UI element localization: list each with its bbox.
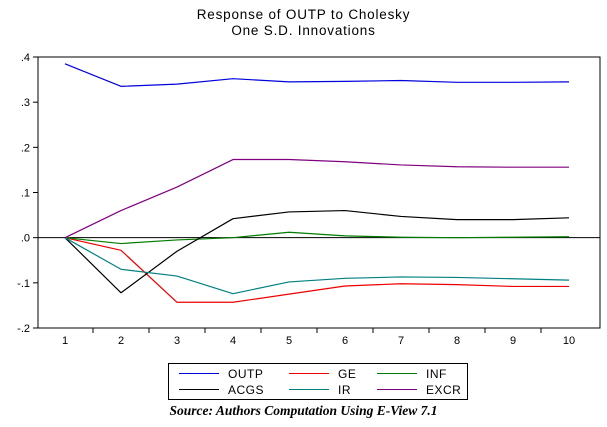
series-line-acgs xyxy=(64,209,570,294)
legend-label-outp: OUTP xyxy=(228,366,264,381)
legend-label-ge: GE xyxy=(338,366,357,381)
y-tick-label: .4 xyxy=(21,52,30,64)
chart-title: Response of OUTP to Cholesky One S.D. In… xyxy=(0,7,607,39)
series-line-inf xyxy=(64,231,570,245)
x-tick-label: 4 xyxy=(230,335,236,347)
legend-item-outp: OUTP xyxy=(179,367,289,381)
y-tick-label: .2 xyxy=(21,142,30,154)
legend-item-excr: EXCR xyxy=(377,383,461,397)
chart-title-line1: Response of OUTP to Cholesky xyxy=(196,7,411,22)
legend-line-sample-acgs xyxy=(179,389,219,390)
x-tick-label: 1 xyxy=(62,335,68,347)
y-tick-label: .1 xyxy=(21,188,30,200)
series-line-excr xyxy=(64,158,569,239)
legend-item-inf: INF xyxy=(377,367,461,381)
x-tick-label: 2 xyxy=(118,335,124,347)
chart-legend: OUTP GE INF ACGS IR EXCR xyxy=(168,363,468,400)
legend-item-ge: GE xyxy=(289,367,377,381)
x-tick-label: 3 xyxy=(174,335,180,347)
legend-line-sample-outp xyxy=(179,373,219,374)
plot-border xyxy=(37,56,601,329)
x-tick-label: 10 xyxy=(563,335,575,347)
plot-area: .4 .3 .2 .1 .0 -.1 -.2 1 2 3 4 5 6 7 8 9 10 xyxy=(17,52,601,347)
legend-line-sample-ge xyxy=(289,373,329,374)
x-tick-label: 5 xyxy=(286,335,292,347)
y-tick-label: -.2 xyxy=(17,323,30,335)
y-tick-label: -.1 xyxy=(17,278,30,290)
series-line-ge xyxy=(64,237,569,303)
legend-item-acgs: ACGS xyxy=(179,383,289,397)
x-tick-label: 6 xyxy=(342,335,348,347)
y-tick-label: .0 xyxy=(21,233,30,245)
legend-line-sample-inf xyxy=(377,373,417,374)
source-note: Source: Authors Computation Using E-View… xyxy=(169,403,438,418)
x-tick-label: 9 xyxy=(510,335,516,347)
legend-line-sample-ir xyxy=(289,389,329,390)
y-tick-label: .3 xyxy=(21,97,30,109)
legend-item-ir: IR xyxy=(289,383,377,397)
legend-label-excr: EXCR xyxy=(426,382,462,397)
legend-label-acgs: ACGS xyxy=(228,382,265,397)
series-line-ir xyxy=(64,237,570,295)
legend-line-sample-excr xyxy=(377,389,417,390)
chart-title-line2: One S.D. Innovations xyxy=(231,23,376,38)
x-tick-label: 7 xyxy=(398,335,404,347)
legend-label-inf: INF xyxy=(426,366,447,381)
x-tick-label: 8 xyxy=(454,335,460,347)
legend-label-ir: IR xyxy=(338,382,351,397)
series-line-outp xyxy=(64,63,570,87)
